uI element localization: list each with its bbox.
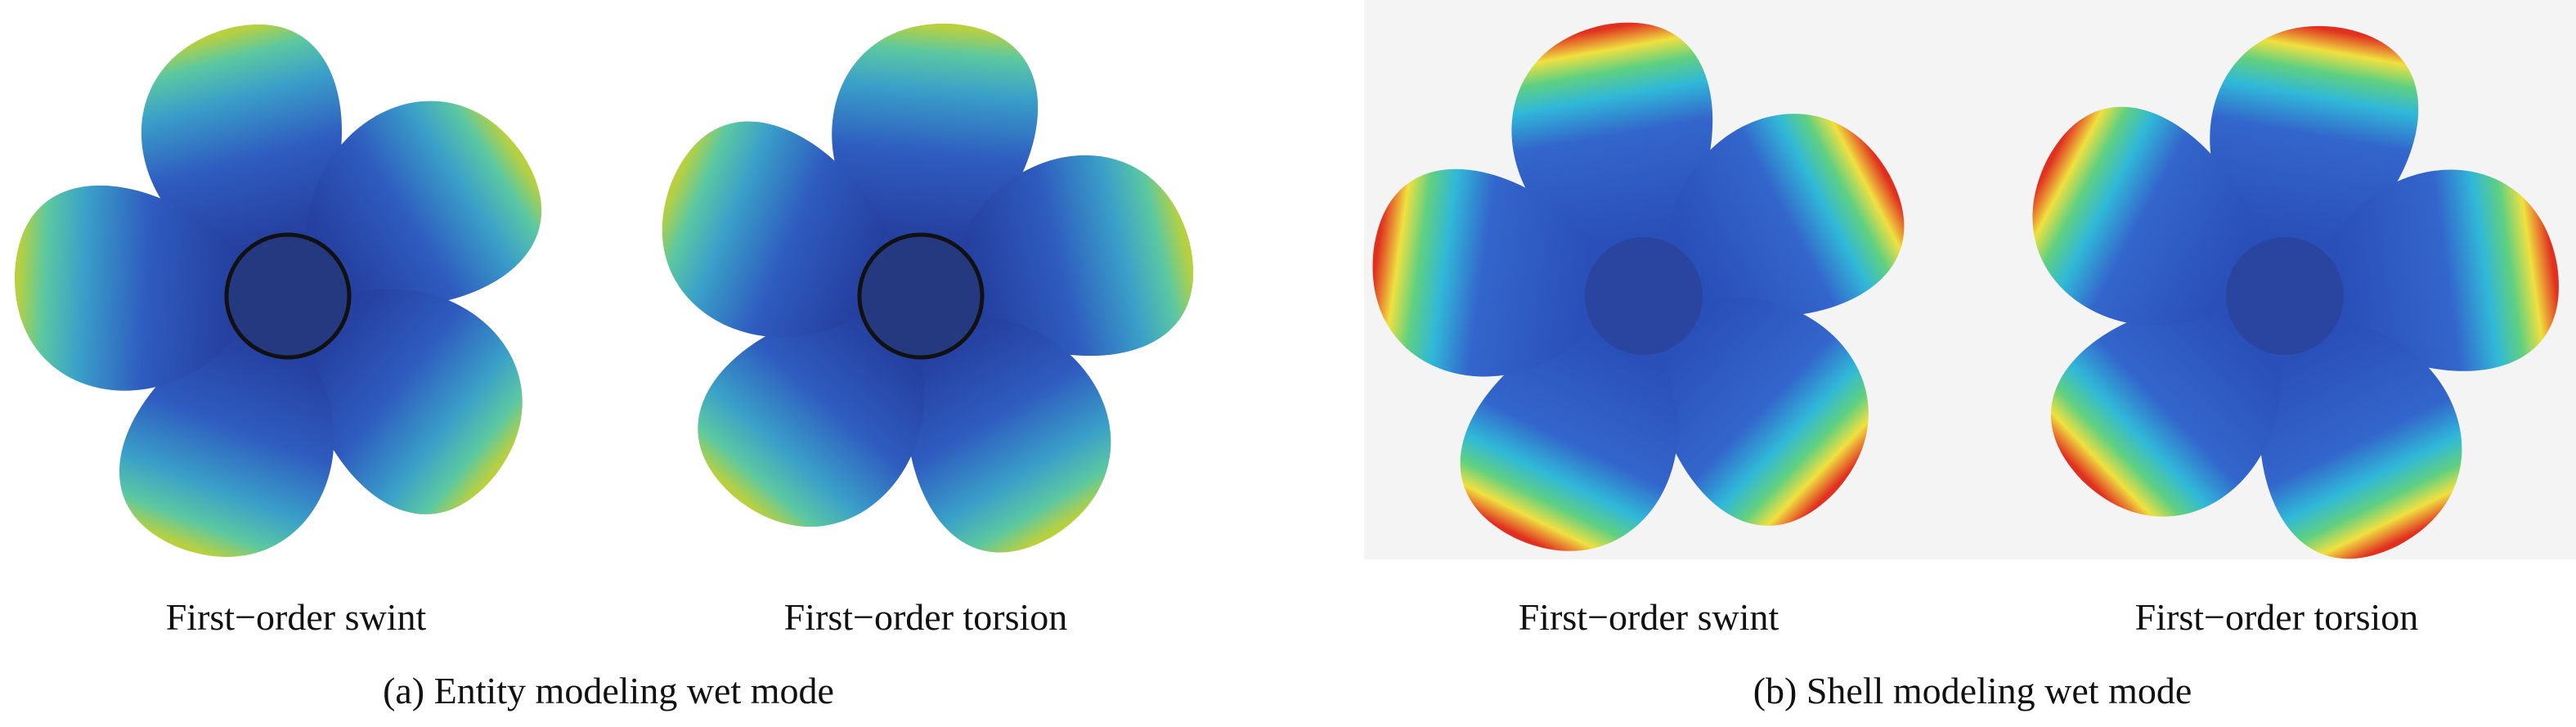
image-caption: First−order torsion <box>2135 596 2419 638</box>
image-caption: First−order swint <box>1519 596 1779 638</box>
propeller-image <box>0 0 643 644</box>
propeller-image <box>605 0 1236 603</box>
image-caption: First−order swint <box>166 596 427 638</box>
panel-caption: (b) Shell modeling wet mode <box>1753 670 2192 711</box>
image-caption: First−order torsion <box>784 596 1068 638</box>
panel-caption: (a) Entity modeling wet mode <box>383 670 834 711</box>
